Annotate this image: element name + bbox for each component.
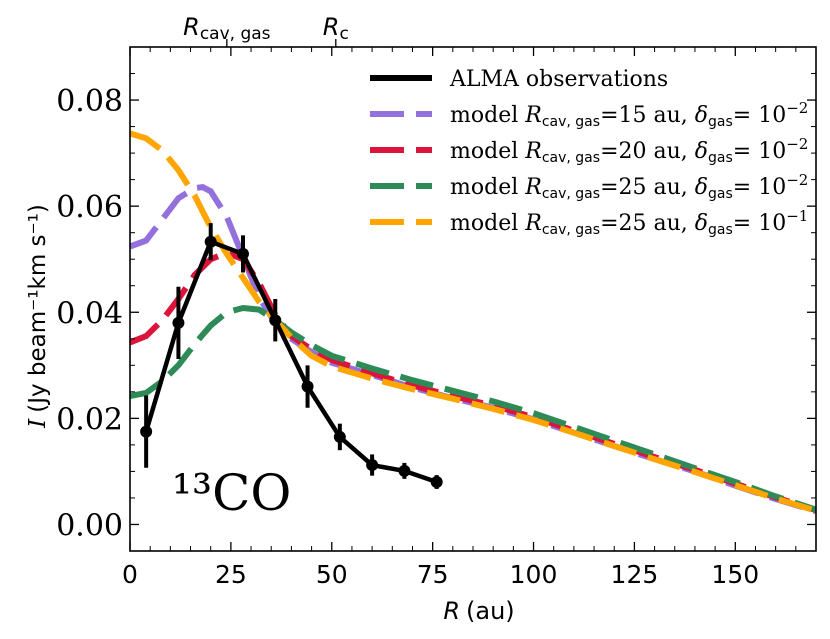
x-tick-label: 150 bbox=[711, 560, 759, 589]
x-tick-label: 100 bbox=[510, 560, 558, 589]
x-tick-label: 0 bbox=[122, 560, 138, 589]
legend: ALMA observations model Rcav, gas=15 au, … bbox=[370, 67, 808, 238]
legend-label-model-1: model Rcav, gas=15 au, δgas= 10−2 bbox=[450, 99, 808, 130]
legend-label-model-3: model Rcav, gas=25 au, δgas= 10−2 bbox=[450, 171, 808, 202]
model-line-3 bbox=[130, 304, 816, 513]
y-tick-label: 0.04 bbox=[56, 296, 123, 331]
model-line-4 bbox=[130, 130, 816, 514]
x-axis-label: R (au) bbox=[443, 597, 514, 625]
observation-point bbox=[172, 316, 185, 329]
observation-point bbox=[269, 314, 282, 327]
top-markers: Rcav, gas Rc bbox=[183, 13, 349, 47]
y-axis-unit: (Jy beam⁻¹km s⁻¹) bbox=[25, 204, 51, 413]
legend-label-model-4: model Rcav, gas=25 au, δgas= 10−1 bbox=[450, 207, 808, 238]
y-tick-label: 0.08 bbox=[56, 84, 123, 119]
y-axis-label: I (Jy beam⁻¹km s⁻¹) bbox=[25, 204, 51, 429]
y-tick-label: 0.00 bbox=[56, 508, 123, 543]
y-tick-label: 0.06 bbox=[56, 190, 123, 225]
x-axis-unit: (au) bbox=[466, 597, 515, 625]
observation-point bbox=[398, 464, 411, 477]
observation-point bbox=[301, 380, 314, 393]
observations-line bbox=[143, 238, 438, 485]
y-axis-symbol: I bbox=[25, 418, 51, 429]
legend-label-observations: ALMA observations bbox=[449, 67, 668, 92]
legend-label-model-2: model Rcav, gas=20 au, δgas= 10−2 bbox=[450, 135, 808, 166]
y-tick-label: 0.02 bbox=[56, 402, 123, 437]
top-marker-label-2: Rc bbox=[323, 13, 349, 44]
x-tick-label: 25 bbox=[215, 560, 247, 589]
observations-layer bbox=[140, 223, 443, 489]
observation-point bbox=[333, 430, 346, 443]
observation-point bbox=[204, 235, 217, 248]
top-marker-label-1: Rcav, gas bbox=[183, 13, 271, 44]
ticks: 0 25 50 75 100 125 150 0.00 0.02 0.04 0.06 0.08 bbox=[56, 47, 816, 589]
x-tick-label: 50 bbox=[316, 560, 348, 589]
observation-point bbox=[236, 247, 249, 260]
co-annotation: ¹³CO bbox=[172, 464, 291, 522]
x-axis-symbol: R bbox=[443, 597, 460, 625]
x-tick-label: 125 bbox=[611, 560, 659, 589]
x-tick-label: 75 bbox=[417, 560, 449, 589]
observation-point bbox=[366, 459, 379, 472]
observation-point bbox=[430, 476, 443, 489]
series-layer bbox=[130, 130, 816, 515]
observation-point bbox=[140, 425, 153, 438]
